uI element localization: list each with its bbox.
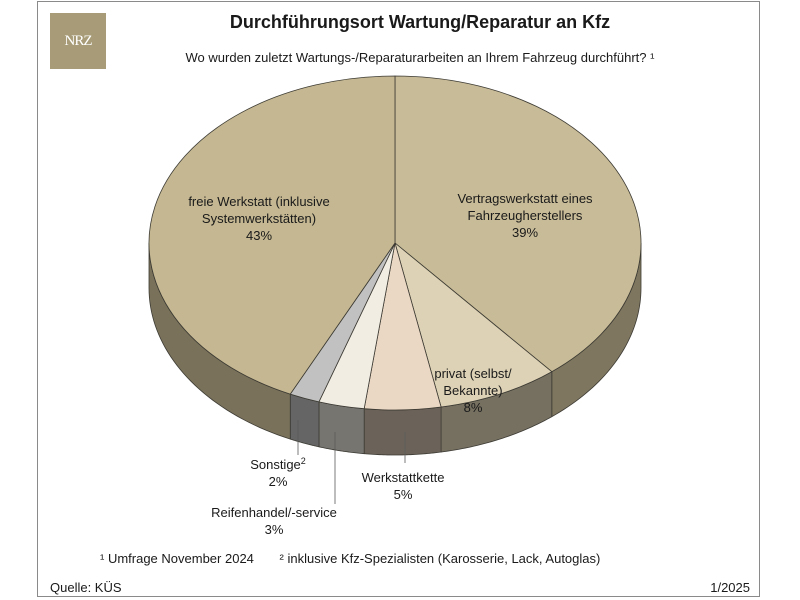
slice-label-3: Werkstattkette bbox=[362, 470, 445, 485]
slice-value-2: 8% bbox=[464, 400, 483, 415]
footnotes: ¹ Umfrage November 2024 ² inklusive Kfz-… bbox=[100, 551, 600, 566]
pie-side-3 bbox=[363, 406, 442, 456]
slice-label-6: freie Werkstatt (inklusive bbox=[188, 194, 329, 209]
slice-label-2: Bekannte) bbox=[443, 383, 502, 398]
slice-label-2: privat (selbst/ bbox=[434, 366, 512, 381]
logo: NRZ bbox=[50, 13, 106, 69]
slice-value-1: 39% bbox=[512, 225, 538, 240]
slice-label-1: Fahrzeugherstellers bbox=[468, 208, 583, 223]
date-note: 1/2025 bbox=[710, 580, 750, 595]
slice-label-5: Sonstige2 bbox=[250, 456, 306, 472]
footnote-2: ² inklusive Kfz-Spezialisten (Karosserie… bbox=[279, 551, 601, 566]
slice-value-5: 2% bbox=[269, 474, 288, 489]
pie-slice-2 bbox=[394, 241, 553, 408]
slice-label-1: Vertragswerkstatt eines bbox=[457, 191, 593, 206]
chart-subtitle: Wo wurden zuletzt Wartungs-/Reparaturarb… bbox=[185, 50, 655, 65]
chart-title: Durchführungsort Wartung/Reparatur an Kf… bbox=[229, 12, 611, 32]
pie-slices bbox=[148, 75, 642, 411]
pie-side-4 bbox=[318, 401, 365, 455]
slice-value-6: 43% bbox=[246, 228, 272, 243]
pie-side-5 bbox=[289, 393, 320, 448]
footnote-1: ¹ Umfrage November 2024 bbox=[100, 551, 254, 566]
slice-label-4: Reifenhandel/-service bbox=[211, 505, 337, 520]
slice-value-3: 5% bbox=[394, 487, 413, 502]
slice-label-6: Systemwerkstätten) bbox=[202, 211, 316, 226]
pie-slice-1 bbox=[394, 75, 642, 373]
slice-labels: Vertragswerkstatt eines Fahrzeugherstelle… bbox=[188, 191, 593, 537]
source-note: Quelle: KÜS bbox=[50, 580, 122, 595]
slice-value-4: 3% bbox=[265, 522, 284, 537]
pie-slice-6 bbox=[148, 75, 396, 395]
